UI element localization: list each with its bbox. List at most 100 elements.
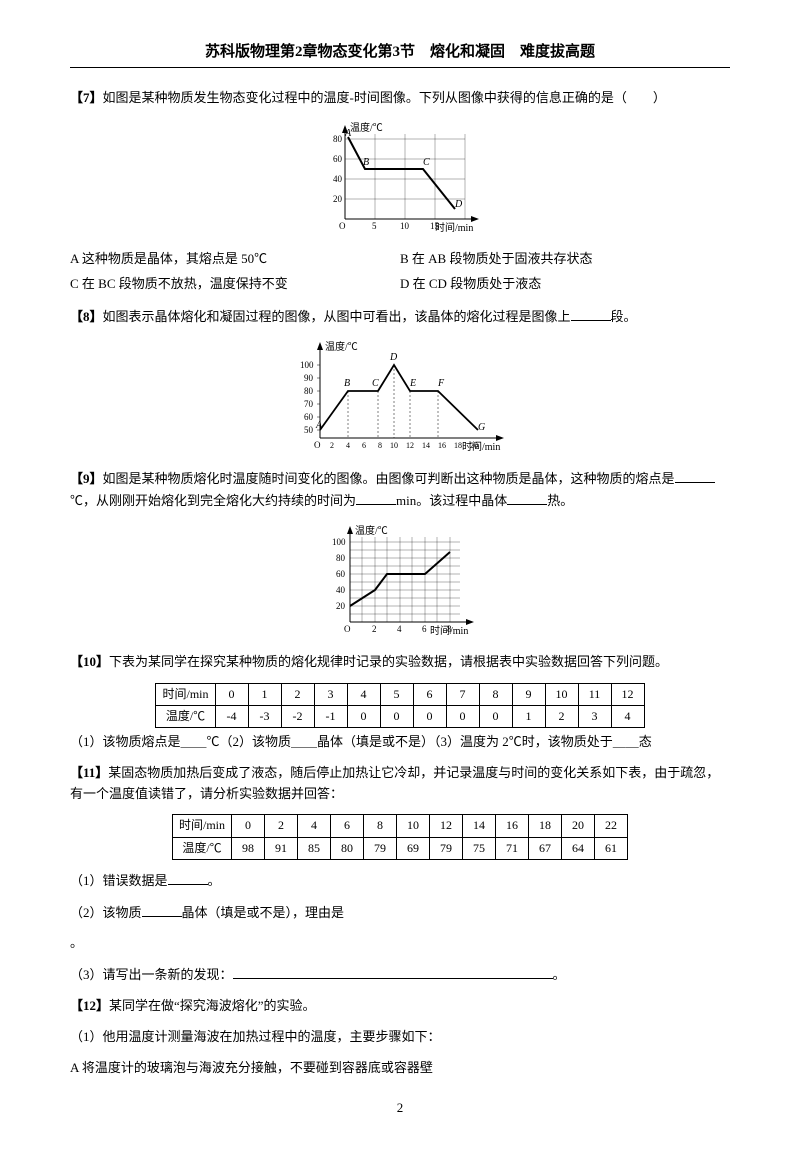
table-cell: 98 [232, 837, 265, 859]
q12-s1: （1）他用温度计测量海波在加热过程中的温度，主要步骤如下： [70, 1027, 730, 1048]
q11-s1b: 。 [208, 873, 221, 888]
table-cell: 12 [611, 683, 644, 705]
table-cell: 5 [380, 683, 413, 705]
svg-text:温度/℃: 温度/℃ [350, 121, 383, 134]
table-cell: 7 [446, 683, 479, 705]
q8-blank [571, 306, 611, 321]
svg-text:80: 80 [336, 553, 346, 563]
q10-num: 【10】 [70, 654, 109, 669]
q11-s2-end: 。 [70, 933, 730, 954]
svg-text:100: 100 [300, 360, 314, 370]
table-cell: 18 [529, 815, 562, 837]
question-8: 【8】如图表示晶体熔化和凝固过程的图像，从图中可看出，该晶体的熔化过程是图像上段… [70, 306, 730, 328]
table-cell: 8 [364, 815, 397, 837]
q11-num: 【11】 [70, 765, 108, 780]
svg-text:40: 40 [333, 174, 343, 184]
q11-s1-blank [168, 870, 208, 885]
table-cell: 1 [248, 683, 281, 705]
q11-s3: （3）请写出一条新的发现：。 [70, 964, 730, 986]
table-cell: 4 [347, 683, 380, 705]
table-cell: 61 [595, 837, 628, 859]
svg-text:40: 40 [336, 585, 346, 595]
page-title: 苏科版物理第2章物态变化第3节 熔化和凝固 难度拔高题 [70, 40, 730, 68]
q9-t3: min。该过程中晶体 [396, 493, 507, 508]
table-cell: 0 [347, 705, 380, 727]
table-cell: 温度/℃ [156, 705, 215, 727]
svg-text:D: D [389, 352, 398, 363]
svg-text:6: 6 [422, 624, 427, 634]
svg-text:B: B [344, 378, 350, 389]
svg-text:15: 15 [430, 221, 440, 231]
svg-text:18: 18 [454, 441, 462, 450]
q11-table: 时间/min0246810121416182022温度/℃98918580796… [172, 814, 628, 859]
table-cell: 时间/min [156, 683, 215, 705]
q9-t4: 热。 [547, 493, 573, 508]
svg-text:20: 20 [333, 194, 343, 204]
table-cell: 22 [595, 815, 628, 837]
q7-num: 【7】 [70, 90, 103, 105]
svg-text:20: 20 [470, 441, 478, 450]
table-cell: 12 [430, 815, 463, 837]
table-cell: 2 [545, 705, 578, 727]
q9-t2: ℃，从刚刚开始熔化到完全熔化大约持续的时间为 [70, 493, 356, 508]
q11-s1-text: （1）错误数据是 [70, 873, 168, 888]
svg-text:5: 5 [372, 221, 377, 231]
svg-text:60: 60 [304, 412, 314, 422]
table-cell: 9 [512, 683, 545, 705]
svg-text:温度/℃: 温度/℃ [325, 340, 358, 353]
table-cell: 2 [265, 815, 298, 837]
table-cell: 温度/℃ [172, 837, 231, 859]
svg-text:G: G [478, 422, 485, 433]
table-cell: -4 [215, 705, 248, 727]
table-cell: 80 [331, 837, 364, 859]
svg-text:8: 8 [378, 441, 382, 450]
svg-text:C: C [372, 378, 379, 389]
q9-b3 [507, 490, 547, 505]
q7-opt-c: C 在 BC 段物质不放热，温度保持不变 [70, 274, 400, 295]
q7-options: A 这种物质是晶体，其熔点是 50℃ B 在 AB 段物质处于固液共存状态 C … [70, 247, 730, 297]
table-cell: 8 [479, 683, 512, 705]
svg-text:12: 12 [406, 441, 414, 450]
q11-s2: （2）该物质晶体（填是或不是），理由是 [70, 902, 730, 924]
question-9: 【9】如图是某种物质熔化时温度随时间变化的图像。由图像可判断出这种物质是晶体，这… [70, 468, 730, 512]
svg-text:B: B [363, 157, 369, 168]
svg-text:2: 2 [372, 624, 377, 634]
table-cell: -3 [248, 705, 281, 727]
table-cell: 6 [331, 815, 364, 837]
q7-opt-d: D 在 CD 段物质处于液态 [400, 274, 730, 295]
q12-num: 【12】 [70, 998, 109, 1013]
svg-text:14: 14 [422, 441, 430, 450]
question-7: 【7】如图是某种物质发生物态变化过程中的温度-时间图像。下列从图像中获得的信息正… [70, 88, 730, 109]
svg-text:80: 80 [304, 386, 314, 396]
svg-text:E: E [409, 378, 416, 389]
table-cell: 1 [512, 705, 545, 727]
table-cell: -2 [281, 705, 314, 727]
svg-text:20: 20 [336, 601, 346, 611]
q11-s3b: 。 [553, 967, 566, 982]
table-cell: 3 [578, 705, 611, 727]
table-cell: 64 [562, 837, 595, 859]
table-cell: 71 [496, 837, 529, 859]
svg-text:100: 100 [332, 537, 346, 547]
svg-text:A: A [315, 420, 323, 431]
table-cell: 79 [364, 837, 397, 859]
table-cell: 4 [298, 815, 331, 837]
table-cell: 4 [611, 705, 644, 727]
table-cell: -1 [314, 705, 347, 727]
svg-text:C: C [423, 157, 430, 168]
table-cell: 0 [380, 705, 413, 727]
table-cell: 75 [463, 837, 496, 859]
table-cell: 0 [232, 815, 265, 837]
table-cell: 20 [562, 815, 595, 837]
table-cell: 67 [529, 837, 562, 859]
q11-s2b: 晶体（填是或不是），理由是 [182, 905, 345, 920]
svg-text:60: 60 [336, 569, 346, 579]
question-12: 【12】某同学在做“探究海波熔化”的实验。 [70, 996, 730, 1017]
svg-text:D: D [454, 199, 463, 210]
q10-text: 下表为某同学在探究某种物质的熔化规律时记录的实验数据，请根据表中实验数据回答下列… [109, 654, 668, 669]
table-cell: 10 [545, 683, 578, 705]
svg-text:时间/min: 时间/min [462, 440, 500, 453]
svg-text:F: F [437, 378, 445, 389]
svg-text:A: A [344, 128, 352, 139]
table-cell: 69 [397, 837, 430, 859]
